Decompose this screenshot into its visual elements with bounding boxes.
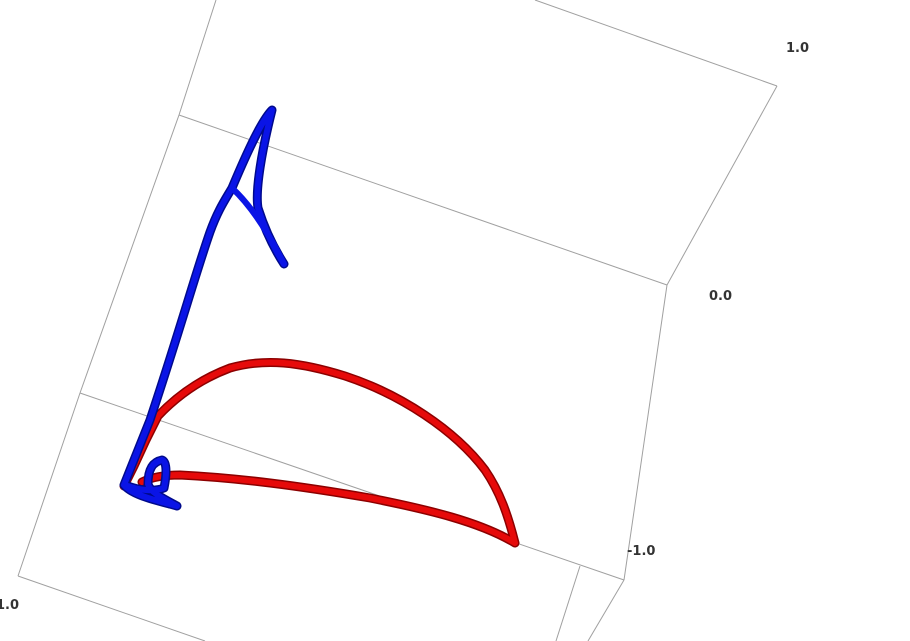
tick-label-bottom-left: 1.0 <box>0 598 19 613</box>
frame-edge-right-bottom-a <box>587 579 625 641</box>
frame-edge-bottom <box>17 575 206 641</box>
tick-label-bottom-right: -1.0 <box>627 544 655 559</box>
red-curve-tube <box>121 359 518 546</box>
frame-edge-right-bottom-b <box>555 565 581 641</box>
tick-label-middle-right: 0.0 <box>709 289 732 304</box>
frame-edge-far-left <box>17 392 81 577</box>
frame-edge-right-upper <box>666 85 778 286</box>
bounding-box-frame <box>17 0 778 641</box>
frame-edge-right-middle <box>623 284 668 581</box>
frame-edge-left-lower <box>79 114 180 394</box>
blue-curve <box>119 105 289 511</box>
blue-curve-tube <box>121 107 287 509</box>
red-curve <box>119 357 520 548</box>
frame-edge-front-middle <box>79 392 625 581</box>
frame-edge-back-top <box>534 0 778 87</box>
frame-edge-left-upper <box>178 0 217 116</box>
tick-label-top-right: 1.0 <box>786 41 809 56</box>
